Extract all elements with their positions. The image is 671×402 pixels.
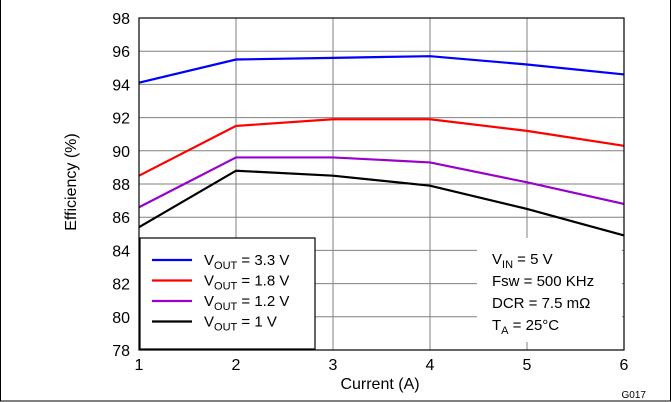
series-line	[138, 55, 625, 84]
y-tick-label: 98	[112, 11, 130, 28]
figure-code: G017	[622, 390, 647, 401]
legend-label: VOUT = 1.8 V	[204, 273, 289, 293]
y-axis-label: Efficiency (%)	[63, 133, 80, 231]
y-tick-label: 82	[112, 277, 130, 294]
x-tick-label: 4	[426, 357, 435, 374]
x-tick-label: 3	[329, 357, 338, 374]
x-tick-label: 1	[135, 357, 144, 374]
y-tick-label: 78	[112, 343, 130, 360]
x-tick-label: 6	[620, 357, 629, 374]
annotation-text: TA = 25°C	[492, 317, 559, 337]
x-axis-label: Current (A)	[340, 376, 419, 393]
y-tick-label: 80	[112, 310, 130, 327]
y-tick-label: 88	[112, 177, 130, 194]
series-line	[138, 169, 625, 237]
y-tick-label: 96	[112, 44, 130, 61]
y-tick-label: 92	[112, 111, 130, 128]
y-tick-label: 90	[112, 144, 130, 161]
legend-label: VOUT = 1.2 V	[204, 293, 289, 313]
y-tick-label: 94	[112, 77, 130, 94]
annotation-text: DCR = 7.5 mΩ	[492, 295, 590, 312]
axis-ticks: 1 2 3 4 5 6 78 80 82 84 86 88 90 92 94 96 98	[112, 11, 628, 374]
annotation-background	[477, 238, 622, 342]
x-tick-label: 5	[523, 357, 532, 374]
annotation-text: Fsw = 500 KHz	[492, 273, 594, 290]
x-tick-label: 2	[232, 357, 241, 374]
series-line	[138, 156, 625, 209]
legend-label: VOUT = 1 V	[204, 314, 277, 334]
y-tick-label: 86	[112, 210, 130, 227]
annotation-box: VIN = 5 V Fsw = 500 KHz DCR = 7.5 mΩ TA = 2…	[477, 238, 622, 342]
annotation-text: VIN = 5 V	[492, 251, 553, 271]
plot-area	[138, 17, 625, 351]
legend-label: VOUT = 3.3 V	[204, 252, 289, 272]
series-lines	[138, 55, 625, 237]
legend-box	[139, 237, 316, 350]
y-tick-label: 84	[112, 243, 130, 260]
series-line	[138, 118, 625, 177]
